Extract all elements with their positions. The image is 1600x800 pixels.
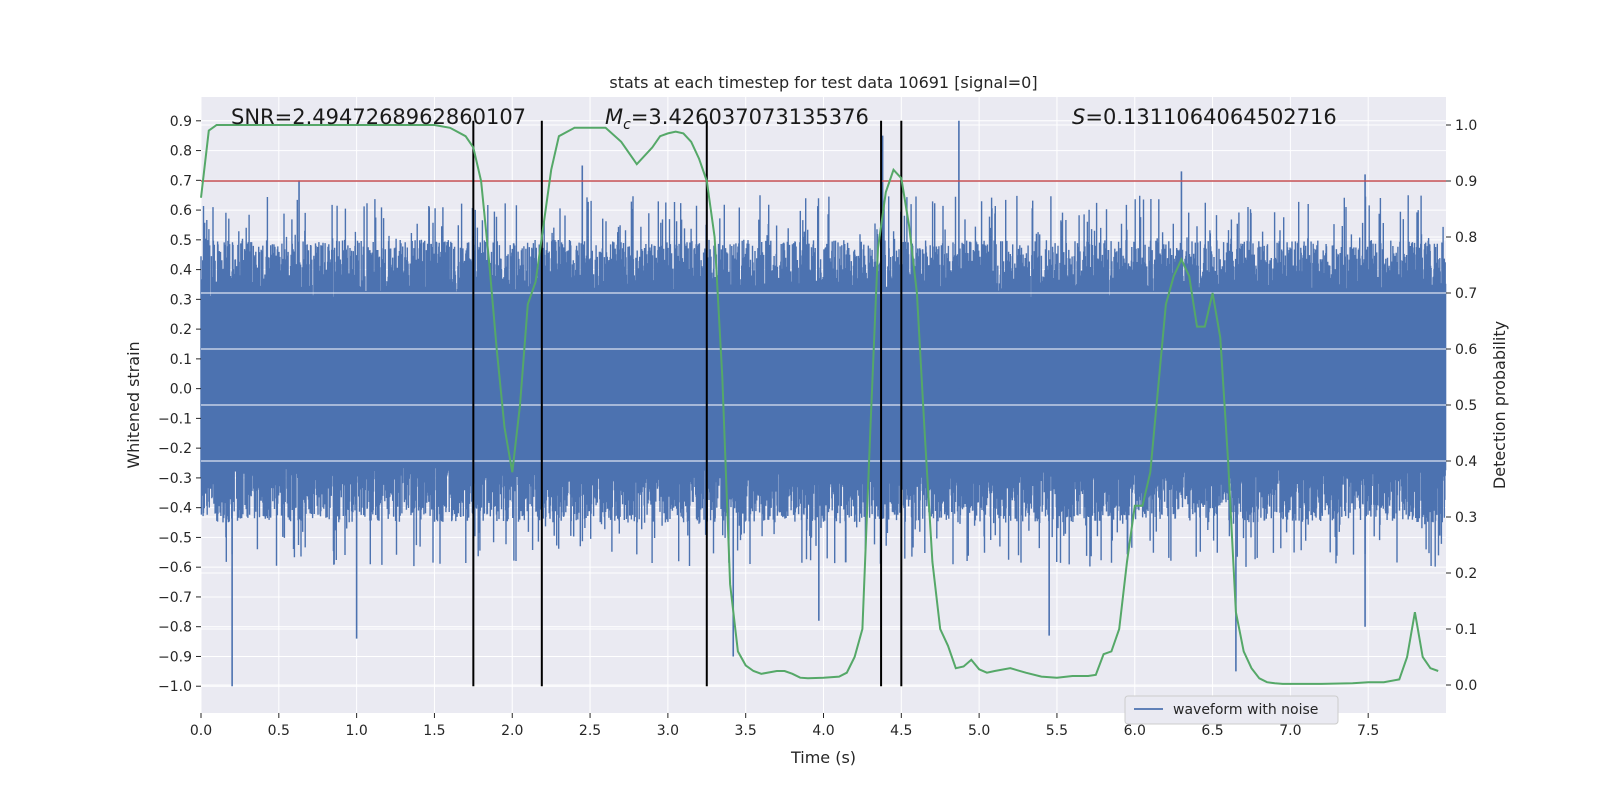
right-y-tick-label: 0.0 — [1455, 678, 1477, 694]
x-tick-label: 5.0 — [968, 723, 990, 739]
legend-label-waveform: waveform with noise — [1173, 702, 1318, 718]
right-y-tick-label: 0.8 — [1455, 230, 1477, 246]
right-y-tick-label: 0.1 — [1455, 622, 1477, 638]
right-y-tick-label: 0.2 — [1455, 566, 1477, 582]
x-tick-label: 1.0 — [345, 723, 367, 739]
x-tick-label: 5.5 — [1046, 723, 1068, 739]
left-y-tick-label: −0.7 — [158, 590, 192, 606]
left-y-tick-label: −0.4 — [158, 501, 192, 517]
left-y-tick-label: 0.7 — [170, 173, 192, 189]
x-axis-label: Time (s) — [790, 748, 856, 767]
x-tick-label: 6.0 — [1124, 723, 1146, 739]
right-y-axis-label: Detection probability — [1490, 321, 1509, 489]
right-y-tick-label: 0.7 — [1455, 286, 1477, 302]
left-y-tick-label: 0.6 — [170, 203, 192, 219]
left-y-tick-label: −0.2 — [158, 441, 192, 457]
x-tick-label: 7.0 — [1279, 723, 1301, 739]
score-annotation: S=0.1311064064502716 — [1072, 105, 1337, 129]
right-y-tick-label: 0.5 — [1455, 398, 1477, 414]
mc-value: =3.426037073135376 — [631, 105, 869, 129]
right-y-tick-label: 1.0 — [1455, 118, 1477, 134]
x-tick-label: 4.5 — [890, 723, 912, 739]
x-tick-label: 0.5 — [268, 723, 290, 739]
right-y-tick-label: 0.9 — [1455, 174, 1477, 190]
s-value: =0.1311064064502716 — [1085, 105, 1336, 129]
probability-series — [200, 124, 1439, 685]
left-y-tick-label: 0.5 — [170, 233, 192, 249]
snr-annotation: SNR=2.4947268962860107 — [231, 105, 526, 129]
x-tick-label: 7.5 — [1357, 723, 1379, 739]
chirp-mass-annotation: Mc=3.426037073135376 — [605, 105, 869, 133]
left-y-tick-label: −0.9 — [158, 649, 192, 665]
left-y-tick-label: 0.2 — [170, 322, 192, 338]
left-y-tick-label: 0.3 — [170, 292, 192, 308]
legend: waveform with noise — [1124, 695, 1339, 725]
left-y-tick-label: 0.4 — [170, 263, 192, 279]
left-y-tick-label: 0.1 — [170, 352, 192, 368]
left-y-tick-label: 0.0 — [170, 382, 192, 398]
x-tick-label: 1.5 — [423, 723, 445, 739]
left-y-tick-label: 0.8 — [170, 144, 192, 160]
legend-box — [1124, 695, 1339, 725]
overlay-lines — [201, 120, 1446, 687]
s-symbol: S — [1072, 105, 1085, 129]
x-tick-label: 6.5 — [1201, 723, 1223, 739]
x-tick-label: 2.5 — [579, 723, 601, 739]
left-y-tick-label: −0.5 — [158, 530, 192, 546]
left-y-tick-label: −0.8 — [158, 620, 192, 636]
left-y-tick-label: −1.0 — [158, 679, 192, 695]
mc-symbol: M — [605, 105, 623, 129]
mc-subscript: c — [623, 117, 631, 133]
left-y-tick-label: 0.9 — [170, 114, 192, 130]
x-tick-label: 0.0 — [190, 723, 212, 739]
right-y-tick-label: 0.3 — [1455, 510, 1477, 526]
left-y-tick-label: −0.6 — [158, 560, 192, 576]
right-y-tick-label: 0.6 — [1455, 342, 1477, 358]
waveform-series — [200, 120, 1447, 687]
left-y-tick-label: −0.1 — [158, 411, 192, 427]
x-tick-label: 4.0 — [812, 723, 834, 739]
x-tick-label: 2.0 — [501, 723, 523, 739]
detection-probability-line — [200, 124, 1439, 685]
right-y-tick-label: 0.4 — [1455, 454, 1477, 470]
left-y-tick-label: −0.3 — [158, 471, 192, 487]
x-tick-label: 3.5 — [735, 723, 757, 739]
tick-labels: 0.0 0.5 1.0 1.5 2.0 2.5 3.0 3.5 4.0 4.5 5.0 5.5 6.0 6… — [158, 114, 1477, 739]
x-tick-label: 3.0 — [657, 723, 679, 739]
left-y-axis-label: Whitened strain — [124, 341, 143, 468]
waveform-core-band — [201, 299, 1446, 464]
chart-title: stats at each timestep for test data 106… — [609, 73, 1037, 92]
